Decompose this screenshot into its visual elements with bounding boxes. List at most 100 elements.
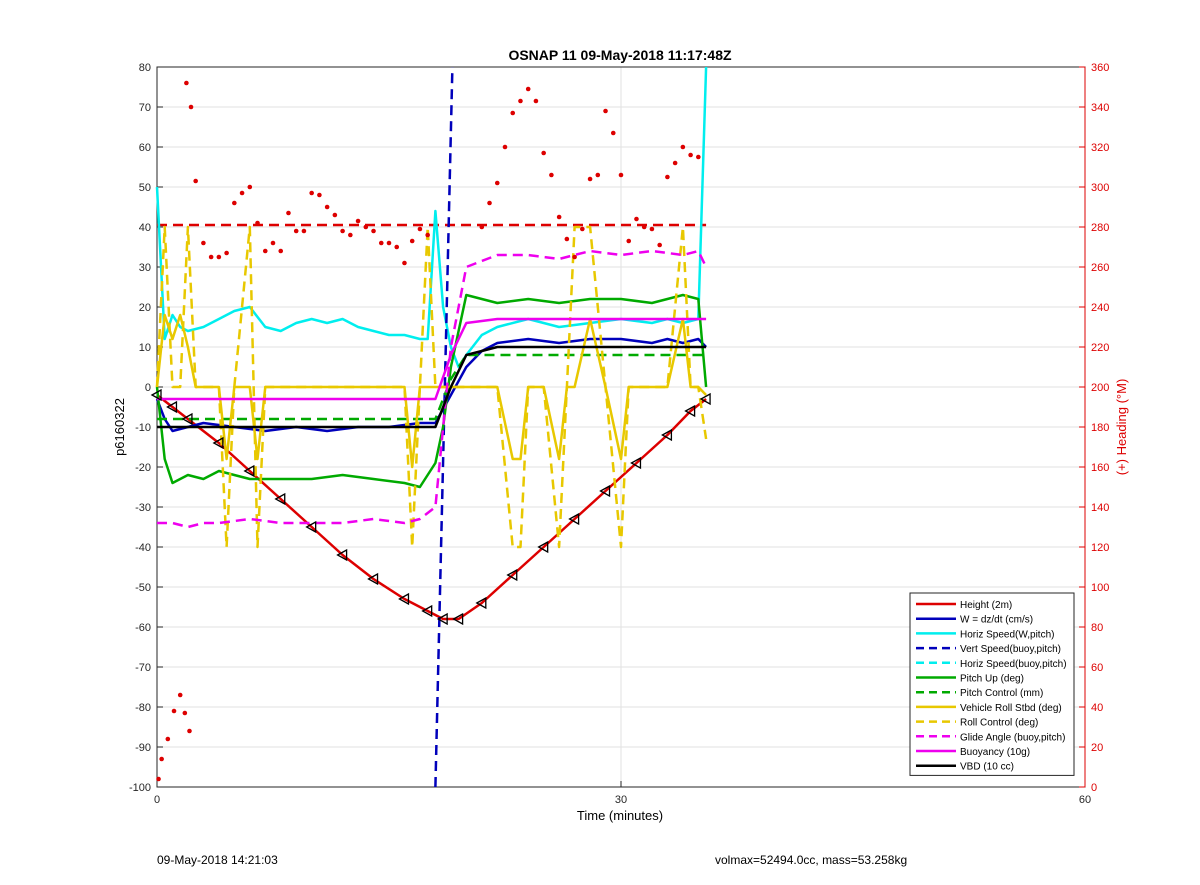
y2-tick-label: 140: [1091, 502, 1109, 514]
height-marker: [367, 572, 379, 586]
y2-tick-label: 60: [1091, 662, 1103, 674]
heading-point: [510, 110, 516, 116]
heading-point: [187, 728, 192, 734]
series-group: [155, 66, 708, 788]
y2-tick-label: 160: [1091, 462, 1109, 474]
x-axis-label: Time (minutes): [577, 808, 663, 823]
heading-point: [286, 210, 291, 216]
height-marker: [274, 492, 286, 506]
series-pitch-up-deg: [155, 293, 708, 489]
heading-point: [201, 240, 206, 246]
heading-point: [641, 224, 647, 230]
height-marker: [421, 604, 433, 618]
heading-points: [156, 80, 701, 782]
y2-tick-label: 20: [1091, 742, 1103, 754]
heading-point: [324, 204, 330, 210]
heading-point: [208, 254, 214, 260]
heading-point: [417, 226, 423, 232]
legend-label: W = dz/dt (cm/s): [960, 615, 1033, 626]
y-tick-label: -80: [135, 702, 151, 714]
heading-point: [672, 160, 678, 166]
heading-point: [587, 176, 593, 182]
heading-point: [696, 154, 701, 160]
series-height-2m: [156, 394, 707, 621]
legend-label: Pitch Control (mm): [960, 688, 1043, 699]
heading-point: [518, 98, 523, 104]
heading-point: [549, 172, 554, 178]
heading-point: [680, 144, 686, 150]
heading-point: [348, 232, 353, 238]
heading-point: [649, 226, 655, 232]
height-marker: [599, 484, 611, 498]
heading-point: [665, 174, 670, 180]
height-marker: [506, 568, 518, 582]
heading-point: [188, 104, 194, 110]
legend-label: Height (2m): [960, 600, 1012, 611]
legend-label: Vert Speed(buoy,pitch): [960, 644, 1061, 655]
x-tick-label: 0: [154, 794, 160, 806]
y2-tick-label: 300: [1091, 182, 1109, 194]
heading-point: [564, 236, 570, 242]
height-marker: [699, 392, 711, 406]
heading-point: [239, 190, 245, 196]
legend-label: Buoyancy (10g): [960, 747, 1030, 758]
height-marker: [452, 612, 464, 626]
heading-point: [270, 240, 276, 246]
y2-tick-label: 120: [1091, 542, 1109, 554]
series-vbd-10-cc: [157, 345, 707, 429]
heading-point: [541, 150, 546, 156]
y2-tick-label: 220: [1091, 342, 1109, 354]
heading-point: [657, 242, 662, 248]
heading-point: [580, 226, 585, 232]
heading-point: [159, 756, 164, 762]
heading-point: [224, 250, 229, 256]
y-tick-label: -30: [135, 502, 151, 514]
heading-point: [371, 228, 376, 234]
heading-point: [363, 224, 369, 230]
heading-point: [232, 200, 237, 206]
y2-tick-label: 40: [1091, 702, 1103, 714]
heading-point: [494, 180, 500, 186]
y2-tick-label: 280: [1091, 222, 1109, 234]
heading-point: [394, 244, 400, 250]
heading-point: [309, 190, 314, 196]
y-tick-label: 0: [145, 382, 151, 394]
y-tick-label: -70: [135, 662, 151, 674]
y-tick-label: 50: [139, 182, 151, 194]
heading-point: [525, 86, 531, 92]
heading-point: [247, 184, 253, 190]
y2-tick-label: 320: [1091, 142, 1109, 154]
legend-label: Glide Angle (buoy,pitch): [960, 732, 1065, 743]
height-marker: [398, 592, 410, 606]
heading-point: [171, 708, 177, 714]
heading-point: [572, 254, 577, 260]
y-tick-label: -20: [135, 462, 151, 474]
legend-label: Horiz Speed(W,pitch): [960, 629, 1054, 640]
height-marker: [212, 436, 224, 450]
heading-point: [556, 214, 562, 220]
legend: Height (2m) W = dz/dt (cm/s) Horiz Speed(W…: [909, 592, 1075, 776]
heading-point: [177, 692, 183, 698]
heading-point: [293, 228, 299, 234]
series-pitch-control-mm: [157, 353, 707, 421]
heading-point: [618, 172, 624, 178]
height-marker: [630, 456, 642, 470]
y2-tick-label: 360: [1091, 62, 1109, 74]
y2-tick-label: 80: [1091, 622, 1103, 634]
heading-point: [182, 710, 188, 716]
y-tick-label: 10: [139, 342, 151, 354]
y2-tick-label: 180: [1091, 422, 1109, 434]
y-tick-label: 70: [139, 102, 151, 114]
y2-tick-label: 200: [1091, 382, 1109, 394]
legend-label: Roll Control (deg): [960, 718, 1038, 729]
y-tick-label: -90: [135, 742, 151, 754]
heading-point: [479, 224, 485, 230]
y-tick-label: 80: [139, 62, 151, 74]
heading-point: [156, 776, 161, 782]
y-tick-label: 30: [139, 262, 151, 274]
heading-point: [409, 238, 415, 244]
y-tick-label: -100: [129, 782, 151, 794]
footer-volmax: volmax=52494.0cc, mass=53.258kg: [715, 853, 908, 867]
footer-timestamp: 09-May-2018 14:21:03: [157, 853, 278, 867]
